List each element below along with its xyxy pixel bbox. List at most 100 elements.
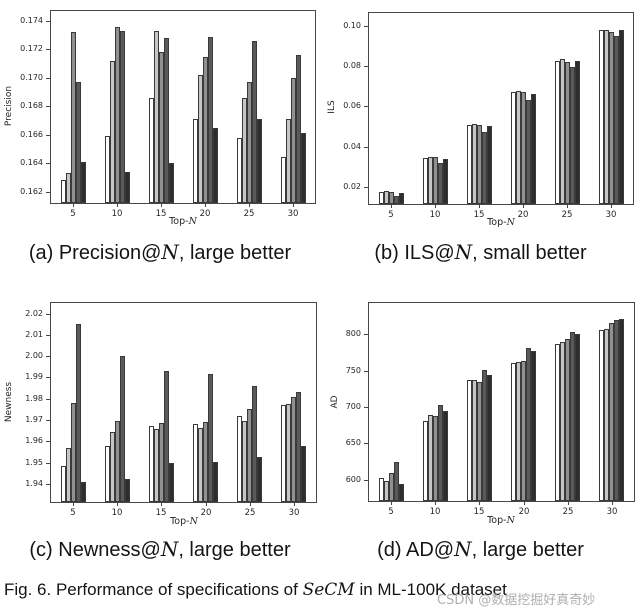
bar-ils-n30-s2 [604,30,609,204]
bar-precision-n20-s2 [198,75,203,203]
x-tick-label: 5 [388,507,394,517]
x-tick-mark [523,204,524,208]
y-tick-mark [46,420,50,422]
x-tick-mark [567,204,568,208]
y-tick-mark [46,441,50,443]
bar-precision-n25-s4 [252,41,257,203]
bar-newness-n25-s2 [242,421,247,502]
bar-ils-n15-s3 [477,125,482,204]
bar-ad-n15-s5 [487,375,492,501]
bar-ad-n20-s2 [516,362,521,501]
caption-c-suffix: , large better [178,539,291,561]
bar-newness-n5-s4 [76,324,81,502]
caption-b-prefix: (b) ILS@ [374,242,455,264]
bar-newness-n20-s3 [203,422,208,502]
y-tick-label: 0.10 [343,21,361,31]
x-tick-label: 25 [243,209,255,219]
bar-newness-n15-s5 [169,463,174,502]
bar-ad-n15-s1 [467,380,472,501]
bar-ad-n5-s3 [389,473,394,501]
y-tick-mark [46,462,50,464]
bar-ad-n20-s4 [526,348,531,501]
bar-ad-n10-s4 [438,405,443,501]
y-tick-mark [364,407,368,409]
x-tick-mark [117,502,118,506]
x-tick-mark [612,501,613,505]
bar-newness-n30-s5 [301,446,306,502]
figure-caption-prefix: Fig. 6. Performance of specifications of [4,580,303,599]
x-tick-mark [391,204,392,208]
x-axis-label-math-n: N [506,217,515,228]
y-tick-label: 0.08 [343,61,361,71]
plot-area-precision [50,10,316,204]
bar-precision-n15-s3 [159,52,164,203]
bar-newness-n25-s3 [247,409,252,502]
bar-ad-n15-s3 [477,382,482,501]
figure-caption: Fig. 6. Performance of specifications of… [4,580,507,600]
watermark: CSDN @数据挖掘好真奇妙 [437,593,596,608]
bar-ils-n20-s5 [531,94,536,204]
caption-a: (a) Precision@N, large better [0,240,320,265]
bar-precision-n20-s1 [193,119,198,203]
bar-ils-n15-s2 [472,124,477,204]
bar-newness-n25-s1 [237,416,242,502]
x-tick-mark [206,502,207,506]
bar-precision-n30-s2 [286,119,291,203]
plot-area-ils [368,12,634,205]
bar-ad-n25-s1 [555,344,560,501]
x-tick-mark [293,203,294,207]
bar-ils-n10-s4 [438,163,443,204]
bar-ad-n10-s3 [433,416,438,501]
caption-a-prefix: (a) Precision@ [28,242,162,264]
x-tick-mark [611,204,612,208]
bar-ad-n25-s3 [565,339,570,501]
x-axis-label-text: Top- [487,217,507,228]
x-tick-mark [250,502,251,506]
bar-ils-n30-s3 [609,32,614,204]
bar-newness-n25-s5 [257,457,262,502]
x-tick-label: 30 [287,209,299,219]
bar-ils-n25-s5 [575,61,580,204]
bar-ad-n10-s1 [423,421,428,501]
bar-newness-n20-s1 [193,424,198,502]
chart-panel-ad: AD Top-N 600 650 700 750 800 5 10 15 20 25 30 [320,290,641,536]
x-tick-label: 25 [562,507,574,517]
x-axis-label: Top-N [487,217,515,228]
bar-ils-n5-s5 [399,193,404,204]
caption-d: (d) AD@N, large better [320,537,641,562]
y-tick-mark [46,377,50,379]
bar-ils-n15-s1 [467,125,472,204]
bar-ils-n30-s4 [614,36,619,204]
bar-precision-n10-s5 [125,172,130,203]
bar-ils-n5-s4 [394,196,399,204]
bar-precision-n5-s2 [66,173,71,203]
y-tick-mark [364,370,368,372]
bar-precision-n10-s1 [105,136,110,203]
bar-ad-n30-s3 [609,323,614,501]
bar-precision-n25-s2 [242,98,247,203]
y-tick-mark [46,49,50,51]
figure-caption-suffix: in ML-100K dataset [354,580,507,599]
x-tick-label: 20 [517,210,529,220]
bar-ad-n30-s5 [619,319,624,501]
y-tick-label: 0.170 [20,72,43,82]
bar-ils-n20-s1 [511,92,516,204]
y-tick-label: 800 [345,329,361,339]
bar-precision-n5-s5 [81,162,86,203]
x-tick-mark [73,203,74,207]
bar-ad-n15-s4 [482,370,487,501]
y-tick-mark [46,106,50,108]
bar-ad-n5-s2 [384,481,389,501]
bar-ils-n5-s3 [389,192,394,204]
bar-precision-n30-s3 [291,78,296,203]
bar-ad-n30-s1 [599,330,604,501]
bar-ils-n30-s1 [599,30,604,204]
caption-row-top: (a) Precision@N, large better (b) ILS@N,… [0,240,641,265]
bar-ad-n5-s4 [394,462,399,501]
x-tick-mark [117,203,118,207]
y-tick-label: 700 [345,402,361,412]
figure-caption-math-secm: SeCM [302,580,355,600]
bar-precision-n20-s5 [213,128,218,203]
bar-precision-n25-s1 [237,138,242,203]
y-tick-mark [46,77,50,79]
